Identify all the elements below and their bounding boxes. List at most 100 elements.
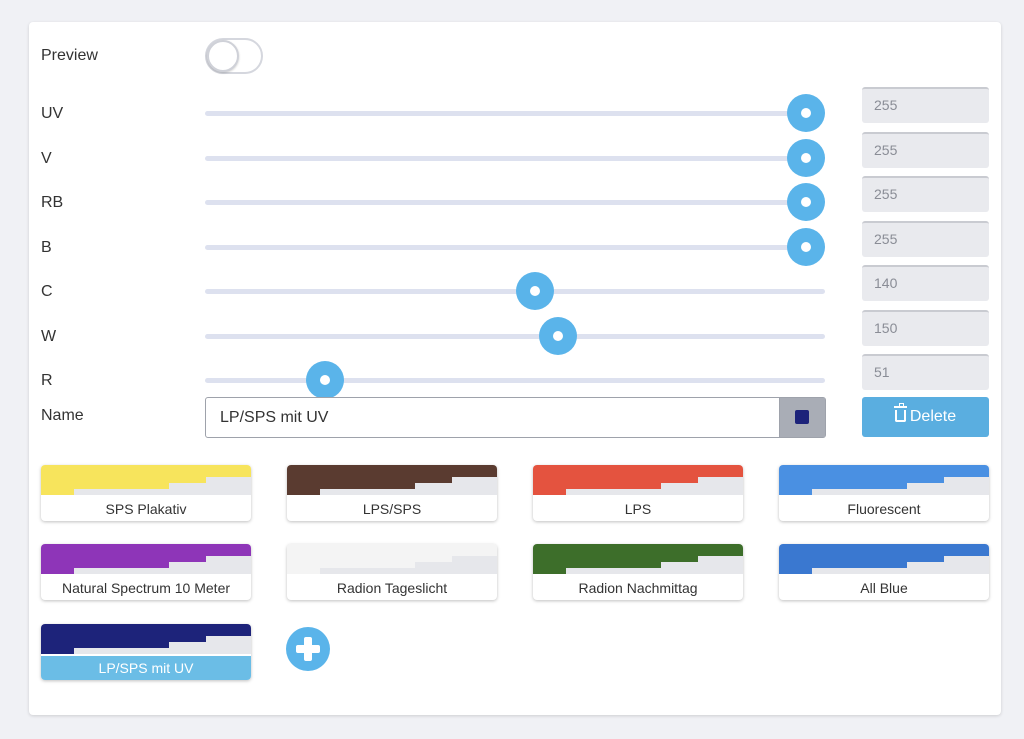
- preset-label: LPS/SPS: [362, 501, 422, 517]
- preset-card[interactable]: All Blue: [779, 544, 989, 600]
- color-swatch: [795, 410, 809, 424]
- spectrum-bar: [74, 489, 251, 495]
- spectrum-bar: [533, 544, 743, 556]
- channel-value-input[interactable]: 51: [862, 354, 989, 390]
- spectrum-bar: [566, 568, 743, 574]
- spectrum-bar: [415, 562, 497, 568]
- preset-spectrum-bars: [533, 465, 743, 497]
- spectrum-bar: [41, 562, 169, 568]
- channel-slider[interactable]: [205, 361, 825, 399]
- spectrum-bar: [907, 562, 989, 568]
- preset-card[interactable]: LP/SPS mit UV: [41, 624, 251, 680]
- spectrum-bar: [287, 483, 415, 489]
- channel-value-input[interactable]: 255: [862, 176, 989, 212]
- channel-label: R: [41, 372, 53, 389]
- spectrum-bar: [415, 483, 497, 489]
- channel-label: RB: [41, 194, 64, 211]
- spectrum-bar: [779, 483, 907, 489]
- spectrum-bar: [779, 477, 944, 483]
- slider-thumb[interactable]: [539, 317, 578, 355]
- preset-spectrum-bars: [287, 544, 497, 576]
- channel-label: B: [41, 239, 52, 256]
- channel-slider[interactable]: [205, 94, 825, 132]
- spectrum-bar: [287, 489, 320, 495]
- spectrum-bar: [533, 556, 698, 562]
- preset-card[interactable]: Natural Spectrum 10 Meter: [41, 544, 251, 600]
- spectrum-bar: [287, 568, 320, 574]
- spectrum-bar: [169, 642, 251, 648]
- spectrum-bar: [533, 562, 661, 568]
- spectrum-bar: [533, 483, 661, 489]
- name-label: Name: [41, 407, 84, 424]
- preset-label: All Blue: [860, 580, 908, 596]
- preset-card[interactable]: Radion Tageslicht: [287, 544, 497, 600]
- spectrum-bar: [74, 568, 251, 574]
- add-preset-button[interactable]: [286, 627, 330, 671]
- channel-slider[interactable]: [205, 272, 825, 310]
- spectrum-bar: [287, 562, 415, 568]
- channel-value-input[interactable]: 255: [862, 87, 989, 123]
- spectrum-bar: [812, 568, 989, 574]
- spectrum-bar: [41, 636, 206, 642]
- spectrum-bar: [944, 556, 989, 562]
- spectrum-bar: [779, 465, 989, 477]
- slider-thumb[interactable]: [787, 228, 825, 266]
- spectrum-bar: [698, 477, 743, 483]
- spectrum-bar: [41, 624, 251, 636]
- channel-slider[interactable]: [205, 317, 825, 355]
- slider-thumb[interactable]: [515, 272, 554, 310]
- channel-slider[interactable]: [205, 139, 825, 177]
- channel-value-input[interactable]: 255: [862, 221, 989, 257]
- preset-spectrum-bars: [41, 544, 251, 576]
- spectrum-bar: [41, 648, 74, 654]
- profile-editor-card: Preview UV 255 V 255 RB 255 B 255 C 140 W 150 R 51 Na…: [29, 22, 1001, 715]
- slider-thumb[interactable]: [787, 183, 825, 221]
- slider-thumb[interactable]: [306, 361, 345, 399]
- preset-card[interactable]: Radion Nachmittag: [533, 544, 743, 600]
- spectrum-bar: [533, 465, 743, 477]
- spectrum-bar: [287, 556, 452, 562]
- preset-card[interactable]: LPS/SPS: [287, 465, 497, 521]
- channel-value-input[interactable]: 150: [862, 310, 989, 346]
- spectrum-bar: [206, 477, 251, 483]
- spectrum-bar: [661, 483, 743, 489]
- spectrum-bar: [944, 477, 989, 483]
- preset-card[interactable]: SPS Plakativ: [41, 465, 251, 521]
- spectrum-bar: [287, 477, 452, 483]
- spectrum-bar: [566, 489, 743, 495]
- preset-spectrum-bars: [287, 465, 497, 497]
- channel-value-input[interactable]: 255: [862, 132, 989, 168]
- delete-button[interactable]: Delete: [862, 397, 989, 437]
- spectrum-bar: [320, 489, 497, 495]
- preset-card[interactable]: Fluorescent: [779, 465, 989, 521]
- color-picker-button[interactable]: [779, 398, 825, 437]
- channel-slider[interactable]: [205, 228, 825, 266]
- toggle-knob: [207, 40, 239, 72]
- channel-label: C: [41, 283, 53, 300]
- channel-value-input[interactable]: 140: [862, 265, 989, 301]
- spectrum-bar: [698, 556, 743, 562]
- spectrum-bar: [41, 483, 169, 489]
- spectrum-bar: [779, 562, 907, 568]
- channel-label: UV: [41, 105, 64, 122]
- preset-card[interactable]: LPS: [533, 465, 743, 521]
- preset-spectrum-bars: [779, 465, 989, 497]
- preset-spectrum-bars: [41, 624, 251, 656]
- spectrum-bar: [779, 568, 812, 574]
- preview-toggle[interactable]: [205, 38, 263, 74]
- spectrum-bar: [74, 648, 251, 654]
- spectrum-bar: [41, 477, 206, 483]
- preset-label: SPS Plakativ: [105, 501, 187, 517]
- name-input[interactable]: LP/SPS mit UV: [220, 409, 329, 426]
- spectrum-bar: [287, 544, 497, 556]
- slider-thumb[interactable]: [787, 94, 825, 132]
- spectrum-bar: [452, 556, 497, 562]
- spectrum-bar: [779, 556, 944, 562]
- preset-spectrum-bars: [41, 465, 251, 497]
- spectrum-bar: [533, 489, 566, 495]
- spectrum-bar: [661, 562, 743, 568]
- spectrum-bar: [41, 556, 206, 562]
- channel-slider[interactable]: [205, 183, 825, 221]
- slider-thumb[interactable]: [787, 139, 825, 177]
- channel-label: W: [41, 328, 57, 345]
